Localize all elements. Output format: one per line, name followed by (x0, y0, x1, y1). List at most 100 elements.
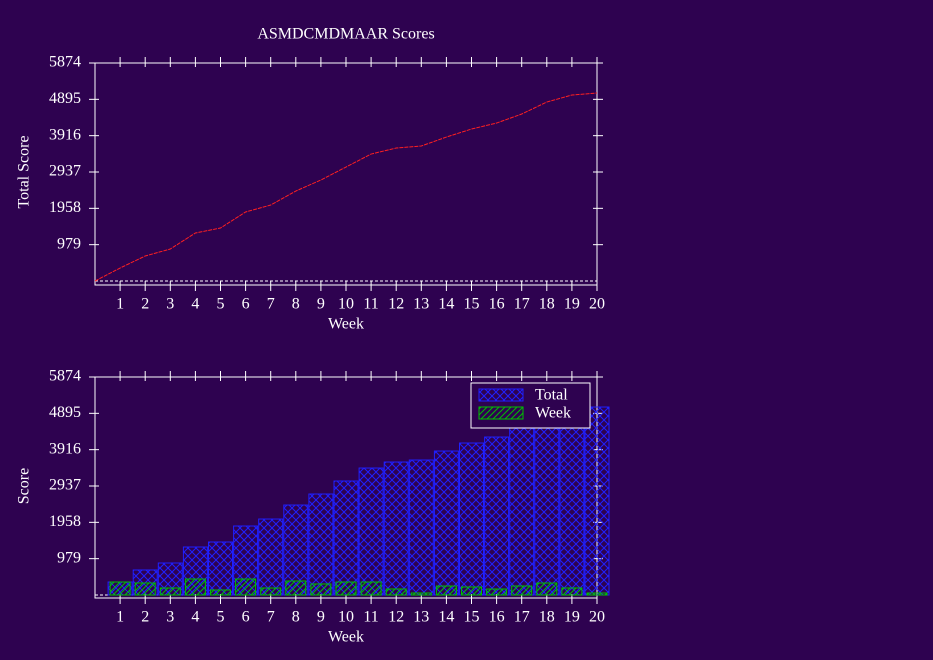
bar (308, 493, 334, 596)
bar (358, 467, 384, 596)
x-axis-label: Week (328, 316, 364, 333)
x-tick-label: 15 (464, 609, 480, 626)
x-tick-label: 6 (242, 609, 250, 626)
bar (534, 415, 560, 596)
x-tick-label: 5 (217, 609, 225, 626)
bar (536, 582, 558, 596)
x-tick-label: 19 (564, 609, 580, 626)
bar (435, 585, 457, 596)
x-tick-label: 8 (292, 609, 300, 626)
x-tick-label: 2 (141, 609, 149, 626)
y-tick-label: 1958 (49, 199, 81, 216)
bar (285, 580, 307, 596)
bar (310, 583, 332, 596)
x-tick-label: 8 (292, 296, 300, 313)
x-tick-label: 18 (539, 296, 555, 313)
x-tick-label: 10 (338, 609, 354, 626)
x-tick-label: 17 (514, 296, 530, 313)
bar (433, 450, 459, 596)
x-tick-label: 4 (191, 296, 199, 313)
x-tick-label: 16 (489, 296, 505, 313)
x-tick-label: 16 (489, 609, 505, 626)
x-tick-label: 12 (388, 296, 404, 313)
y-axis-label: Total Score (16, 135, 33, 208)
bar (109, 581, 131, 596)
y-tick-label: 2937 (49, 477, 81, 494)
score-line (94, 92, 598, 282)
x-tick-label: 20 (589, 609, 605, 626)
bar (486, 588, 508, 596)
y-tick-label: 3916 (49, 440, 81, 457)
bar (184, 578, 206, 596)
x-tick-label: 5 (217, 296, 225, 313)
x-tick-label: 9 (317, 609, 325, 626)
bar (208, 541, 233, 596)
y-tick-label: 4895 (49, 90, 81, 107)
x-tick-label: 9 (317, 296, 325, 313)
x-tick-label: 1 (116, 296, 124, 313)
x-tick-label: 7 (267, 296, 275, 313)
x-tick-label: 10 (338, 296, 354, 313)
y-axis-label: Score (16, 468, 33, 504)
y-tick-label: 1958 (49, 513, 81, 530)
x-tick-label: 17 (514, 609, 530, 626)
bar (134, 582, 156, 596)
x-tick-label: 11 (363, 296, 378, 313)
x-tick-label: 15 (464, 296, 480, 313)
bar (461, 586, 482, 596)
bar (383, 461, 409, 596)
y-tick-label: 5874 (49, 54, 81, 71)
legend-label: Total (535, 387, 568, 404)
x-tick-label: 2 (141, 296, 149, 313)
x-tick-label: 11 (363, 609, 378, 626)
x-tick-label: 14 (438, 296, 454, 313)
legend-label: Week (535, 405, 571, 422)
bar (333, 480, 359, 596)
x-tick-label: 1 (116, 609, 124, 626)
bar (258, 518, 284, 596)
x-tick-label: 13 (413, 609, 429, 626)
bar (260, 587, 282, 596)
bar (159, 587, 181, 596)
x-tick-label: 3 (166, 609, 174, 626)
x-tick-label: 20 (589, 296, 605, 313)
bar (410, 592, 432, 596)
x-tick-label: 19 (564, 296, 580, 313)
bar (283, 504, 309, 596)
bar (484, 436, 510, 596)
legend-swatch (478, 406, 524, 420)
y-tick-label: 4895 (49, 404, 81, 421)
x-tick-label: 13 (413, 296, 429, 313)
legend-swatch (478, 388, 524, 402)
y-tick-label: 979 (57, 235, 81, 252)
x-tick-label: 18 (539, 609, 555, 626)
x-tick-label: 3 (166, 296, 174, 313)
bar (459, 442, 484, 596)
chart-title: ASMDCMDMAAR Scores (257, 26, 434, 43)
bar (335, 581, 357, 596)
x-tick-label: 7 (267, 609, 275, 626)
x-tick-label: 12 (388, 609, 404, 626)
bar (509, 427, 535, 596)
y-tick-label: 979 (57, 549, 81, 566)
bar (385, 588, 407, 596)
x-tick-label: 14 (438, 609, 454, 626)
y-tick-label: 3916 (49, 126, 81, 143)
bar (511, 585, 533, 596)
bar (235, 578, 257, 596)
y-tick-label: 5874 (49, 368, 81, 385)
y-tick-label: 2937 (49, 163, 81, 180)
bar (559, 408, 585, 596)
x-tick-label: 6 (242, 296, 250, 313)
bar (561, 587, 583, 596)
bar (586, 592, 608, 596)
bar (210, 589, 231, 596)
bar (408, 459, 434, 596)
x-axis-label: Week (328, 629, 364, 646)
bar (584, 406, 610, 596)
x-tick-label: 4 (191, 609, 199, 626)
plot-frame (94, 62, 598, 286)
bar (360, 581, 382, 596)
